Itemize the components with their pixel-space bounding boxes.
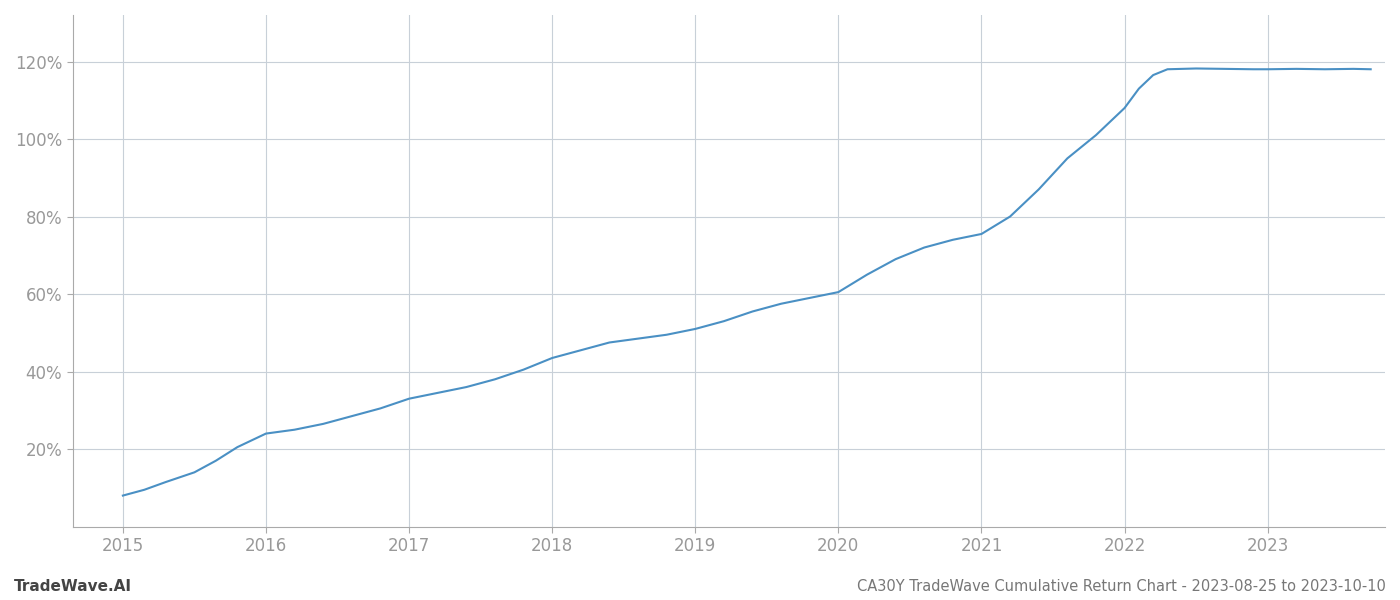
- Text: CA30Y TradeWave Cumulative Return Chart - 2023-08-25 to 2023-10-10: CA30Y TradeWave Cumulative Return Chart …: [857, 579, 1386, 594]
- Text: TradeWave.AI: TradeWave.AI: [14, 579, 132, 594]
